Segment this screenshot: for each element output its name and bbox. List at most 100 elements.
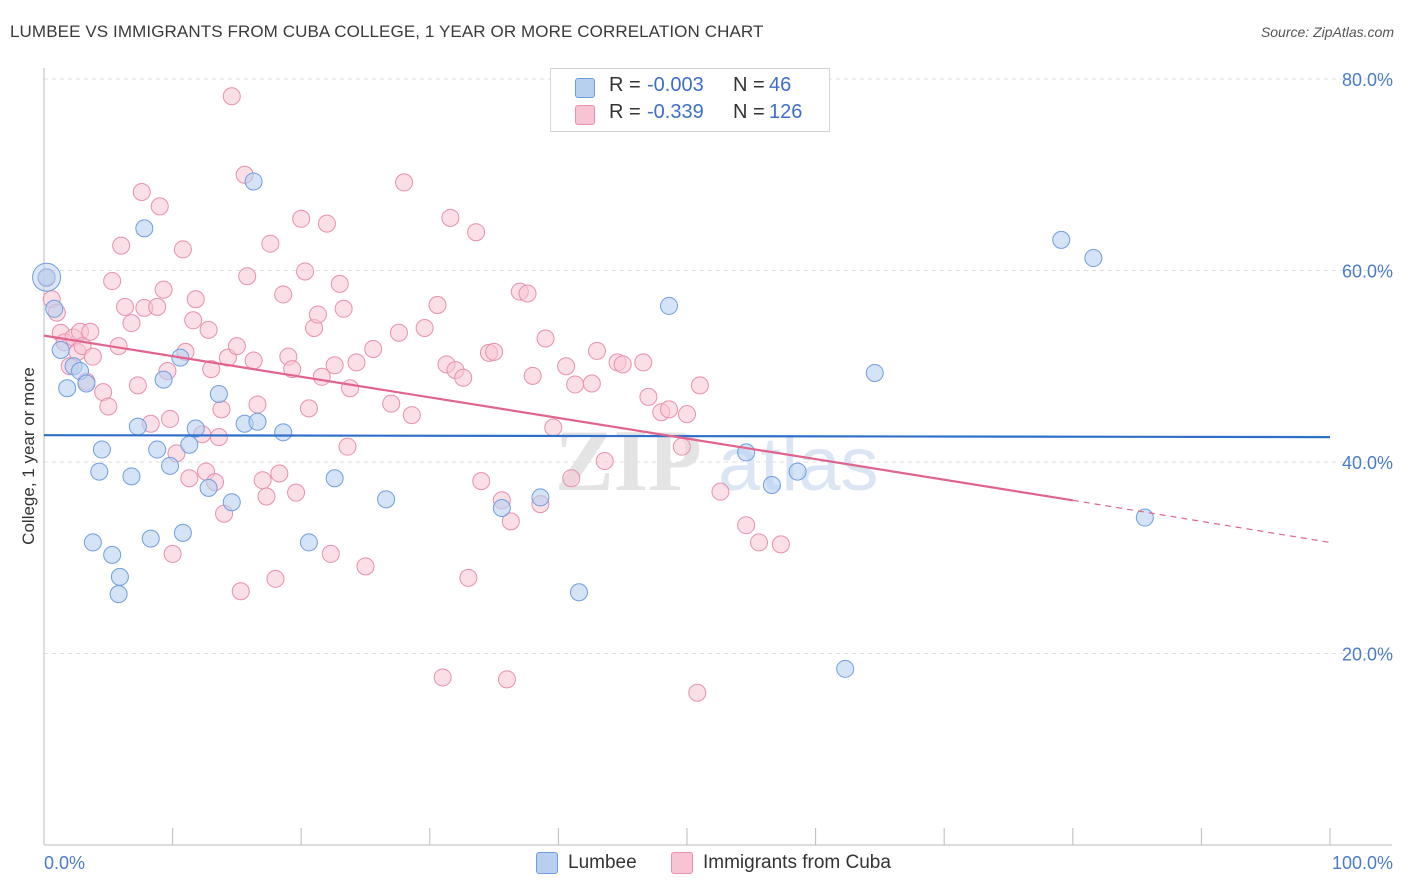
cuba-point (261, 234, 280, 253)
y-tick-label: 80.0% (1342, 70, 1393, 90)
lumbee-point (148, 440, 167, 459)
cuba-point (103, 272, 122, 291)
lumbee-point (110, 567, 129, 586)
cuba-point (270, 464, 289, 483)
cuba-point (163, 544, 182, 563)
cuba-point (595, 452, 614, 471)
cuba-point (180, 469, 199, 488)
cuba-point (711, 482, 730, 501)
cuba-point (485, 342, 504, 361)
lumbee-point (248, 412, 267, 431)
y-tick-labels: 20.0% 40.0% 60.0% 80.0% (1342, 70, 1393, 665)
lumbee-point (141, 529, 160, 548)
lumbee-point (209, 385, 228, 404)
cuba-point (402, 406, 421, 425)
lumbee-point (161, 456, 180, 475)
lumbee-legend-label: Lumbee (568, 852, 637, 873)
cuba-point (518, 284, 537, 303)
x-tick-labels: 0.0% 100.0% (44, 853, 1393, 873)
correlation-legend: R = -0.003 N = 46 R = -0.339 N = 126 (550, 68, 830, 132)
cuba-point (737, 516, 756, 535)
cuba-point (566, 375, 585, 394)
legend-n-label: N = (733, 74, 765, 96)
lumbee-point (128, 417, 147, 436)
cuba-point (150, 197, 169, 216)
lumbee-point (762, 475, 781, 494)
cuba-trend-extension (1072, 499, 1331, 544)
x-tick-label: 0.0% (44, 853, 85, 873)
lumbee-trend-line (43, 434, 1331, 439)
lumbee-point (836, 659, 855, 678)
lumbee-point (199, 478, 218, 497)
cuba-point (296, 262, 315, 281)
cuba-point (672, 437, 691, 456)
lumbee-point (222, 493, 241, 512)
cuba-point (99, 397, 118, 416)
cuba-point (231, 582, 250, 601)
cuba-point (173, 240, 192, 259)
lumbee-point (1052, 230, 1071, 249)
cuba-point (283, 360, 302, 379)
legend-r-label: R = (609, 74, 641, 96)
cuba-point (244, 351, 263, 370)
cuba-point (562, 469, 581, 488)
y-tick-label: 20.0% (1342, 645, 1393, 665)
cuba-point (154, 280, 173, 299)
cuba-point (678, 405, 696, 424)
cuba-point (428, 295, 447, 314)
lumbee-point (122, 467, 141, 486)
lumbee-point (531, 488, 550, 507)
cuba-point (274, 285, 293, 304)
legend-n-value: 46 (769, 74, 792, 96)
cuba-point (186, 290, 205, 309)
lumbee-point (865, 363, 884, 382)
axes (43, 68, 1392, 846)
cuba-legend-label: Immigrants from Cuba (703, 852, 891, 873)
lumbee-point (1084, 249, 1103, 268)
lumbee-point (186, 419, 205, 438)
series-legend: Lumbee Immigrants from Cuba (0, 852, 1406, 876)
cuba-trend-line (43, 334, 1073, 502)
lumbee-point (92, 440, 111, 459)
series-lumbee-points (32, 172, 1154, 678)
y-tick-label: 40.0% (1342, 453, 1393, 473)
chart-title: LUMBEE VS IMMIGRANTS FROM CUBA COLLEGE, … (10, 22, 764, 41)
lumbee-point (299, 533, 318, 552)
cuba-point (116, 297, 135, 316)
lumbee-point (244, 172, 263, 191)
cuba-point (459, 568, 478, 587)
cuba-point (308, 305, 327, 324)
lumbee-swatch (575, 78, 595, 98)
lumbee-point (173, 523, 192, 542)
lumbee-point (659, 296, 678, 315)
cuba-point (257, 487, 276, 506)
cuba-point (112, 236, 131, 255)
lumbee-point (325, 469, 344, 488)
lumbee-point (377, 490, 396, 509)
cuba-point (317, 214, 336, 233)
legend-r-label: R = (609, 101, 641, 123)
cuba-point (202, 360, 221, 379)
legend-n-value: 126 (769, 101, 803, 123)
cuba-point (148, 297, 167, 316)
cuba-point (364, 340, 383, 359)
cuba-swatch (575, 105, 595, 125)
cuba-point (389, 323, 408, 342)
source-label: Source: ZipAtlas.com (1260, 24, 1394, 40)
cuba-point (227, 337, 246, 356)
lumbee-point (77, 374, 96, 393)
cuba-point (750, 533, 769, 552)
cuba-point (122, 314, 141, 333)
cuba-point (341, 379, 360, 398)
cuba-point (382, 394, 401, 413)
lumbee-point (788, 462, 807, 481)
lumbee-point (32, 262, 62, 292)
cuba-point (238, 267, 257, 286)
cuba-point (132, 182, 151, 201)
cuba-point (81, 322, 100, 341)
cuba-point (501, 512, 520, 531)
cuba-point (292, 209, 311, 228)
lumbee-point (83, 533, 102, 552)
lumbee-point (45, 299, 64, 318)
